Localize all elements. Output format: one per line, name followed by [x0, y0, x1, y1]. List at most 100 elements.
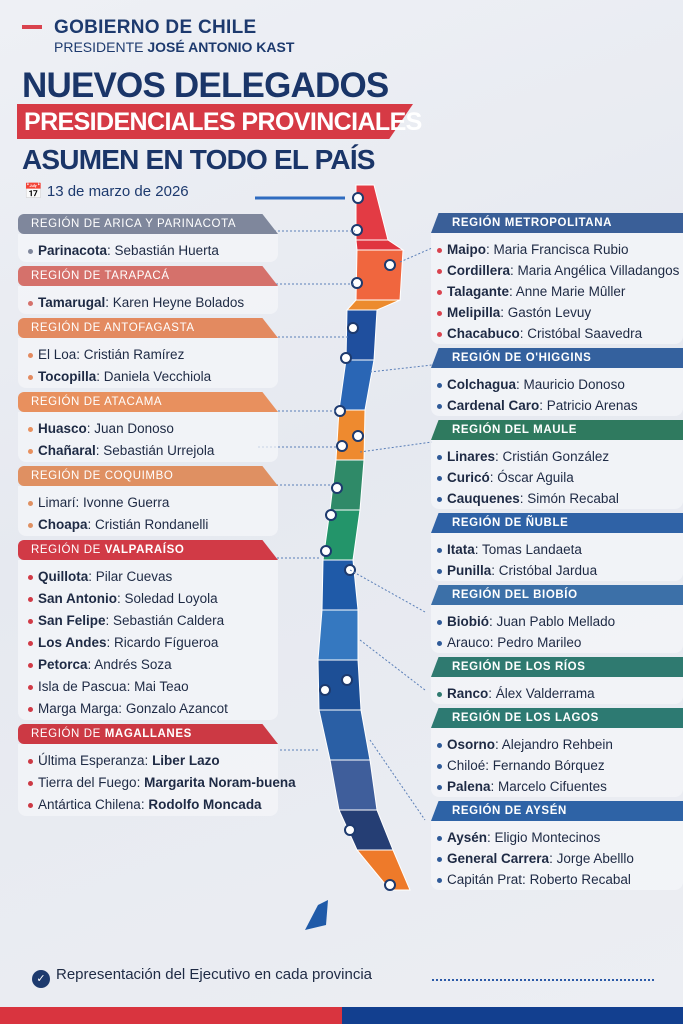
delegate-name: Margarita Noram-buena [144, 775, 296, 790]
bullet-icon [28, 758, 33, 764]
list-item: Ranco: Álex Valderrama [431, 683, 683, 704]
region-prefix: REGIÓN DE O'HIGGINS [452, 352, 592, 364]
list-item: Talagante: Anne Marie Mûller [431, 281, 683, 302]
list-item: Última Esperanza: Liber Lazo [18, 750, 278, 772]
region-prefix: REGIÓN DE ATACAMA [31, 396, 163, 408]
region-header: REGIÓN DE ÑUBLE [431, 513, 683, 533]
region-header: REGIÓN DE LOS LAGOS [431, 708, 683, 728]
separator: : [95, 443, 104, 458]
separator: : [491, 563, 499, 578]
separator: : [495, 449, 503, 464]
delegate-name: Juan Pablo Mellado [496, 614, 616, 629]
bullet-icon [28, 352, 33, 358]
delegate-name: Simón Recabal [527, 491, 619, 506]
delegate-list: Aysén: Eligio Montecinos General Carrera:… [431, 821, 683, 890]
footer-text: Representación del Ejecutivo en cada pro… [56, 966, 373, 983]
separator: : [96, 369, 104, 384]
province-name: General Carrera [447, 851, 550, 866]
list-item: Itata: Tomas Landaeta [431, 539, 683, 560]
region-header: REGIÓN DE VALPARAÍSO [18, 540, 278, 560]
list-item: Linares: Cristián González [431, 446, 683, 467]
bullet-icon [437, 691, 442, 697]
list-item: Marga Marga: Gonzalo Azancot [18, 698, 278, 720]
president-name: JOSÉ ANTONIO KAST [147, 39, 295, 55]
list-item: Antártica Chilena: Rodolfo Moncada [18, 794, 278, 816]
separator: : [106, 635, 115, 650]
list-item: Tamarugal: Karen Heyne Bolados [18, 292, 278, 314]
title-line3: ASUMEN EN TODO EL PAÍS [22, 144, 375, 175]
delegate-name: Liber Lazo [152, 753, 220, 768]
date-text: 13 de marzo de 2026 [46, 183, 189, 200]
list-item: Limarí: Ivonne Guerra [18, 492, 278, 514]
bullet-icon [437, 856, 442, 862]
map-marker [352, 192, 364, 204]
separator: : [76, 347, 84, 362]
bullet-icon [28, 248, 33, 254]
bullet-icon [437, 496, 442, 502]
province-name: Choapa [38, 517, 88, 532]
delegate-name: Anne Marie Mûller [515, 284, 626, 299]
map-marker [384, 879, 396, 891]
leader-line [399, 247, 433, 263]
leader-line [369, 739, 426, 821]
delegate-name: Andrés Soza [94, 657, 172, 672]
region-prefix: REGIÓN DE COQUIMBO [31, 470, 174, 482]
province-name: Osorno [447, 737, 496, 752]
region-prefix: REGIÓN METROPOLITANA [452, 217, 613, 229]
region-header: REGIÓN DE O'HIGGINS [431, 348, 683, 368]
delegate-name: Mauricio Donoso [523, 377, 625, 392]
region-header: REGIÓN DEL BIOBÍO [431, 585, 683, 605]
region-header: REGIÓN DE LOS RÍOS [431, 657, 683, 677]
bullet-icon [437, 640, 442, 646]
list-item: Maipo: Maria Francisca Rubio [431, 239, 683, 260]
province-name: Capitán Prat [447, 872, 523, 887]
region-header: REGIÓN METROPOLITANA [431, 213, 683, 233]
flag-bar-red [0, 1007, 342, 1024]
delegate-name: Maria Angélica Villadangos [517, 263, 680, 278]
region-prefix: REGIÓN DE ANTOFAGASTA [31, 322, 195, 334]
delegate-name: Soledad Loyola [124, 591, 218, 606]
list-item: Cordillera: Maria Angélica Villadangos [431, 260, 683, 281]
bullet-icon [437, 382, 442, 388]
title-line2: PRESIDENCIALES PROVINCIALES [24, 108, 422, 136]
list-item: Tocopilla: Daniela Vecchiola [18, 366, 278, 388]
bullet-icon [437, 568, 442, 574]
title-line1: NUEVOS DELEGADOS [22, 66, 389, 105]
separator: : [105, 295, 113, 310]
bullet-icon [437, 475, 442, 481]
separator: : [500, 305, 508, 320]
delegate-list: Colchagua: Mauricio Donoso Cardenal Caro:… [431, 368, 683, 416]
province-name: Palena [447, 779, 491, 794]
delegate-list: Limarí: Ivonne Guerra Choapa: Cristián Ro… [18, 486, 278, 536]
region-block: REGIÓN DE O'HIGGINS Colchagua: Mauricio D… [431, 348, 683, 416]
map-island [305, 900, 328, 930]
map-marker [341, 674, 353, 686]
list-item: Colchagua: Mauricio Donoso [431, 374, 683, 395]
delegate-name: Cristóbal Saavedra [527, 326, 643, 341]
map-region-segment [345, 299, 401, 311]
footer-dotted-line [432, 979, 654, 981]
delegate-name: Sebastián Urrejola [103, 443, 215, 458]
date: 📅 13 de marzo de 2026 [24, 182, 189, 200]
separator: : [522, 872, 530, 887]
leader-line [369, 364, 433, 373]
separator: : [495, 737, 502, 752]
map-region-segment [317, 609, 359, 661]
list-item: San Felipe: Sebastián Caldera [18, 610, 278, 632]
region-prefix: REGIÓN DE TARAPACÁ [31, 270, 170, 282]
bullet-icon [437, 403, 442, 409]
map-marker [336, 440, 348, 452]
region-prefix: REGIÓN DE LOS LAGOS [452, 712, 599, 724]
separator: : [485, 758, 493, 773]
map-marker [352, 430, 364, 442]
delegate-name: Patricio Arenas [546, 398, 638, 413]
delegate-list: Osorno: Alejandro Rehbein Chiloé: Fernand… [431, 728, 683, 797]
separator: : [140, 797, 149, 812]
region-header: REGIÓN DE ARICA Y PARINACOTA [18, 214, 278, 234]
list-item: Chañaral: Sebastián Urrejola [18, 440, 278, 462]
region-prefix: REGIÓN DE ARICA Y PARINACOTA [31, 218, 237, 230]
list-item: Melipilla: Gastón Levuy [431, 302, 683, 323]
list-item: Isla de Pascua: Mai Teao [18, 676, 278, 698]
province-name: Tierra del Fuego [38, 775, 137, 790]
